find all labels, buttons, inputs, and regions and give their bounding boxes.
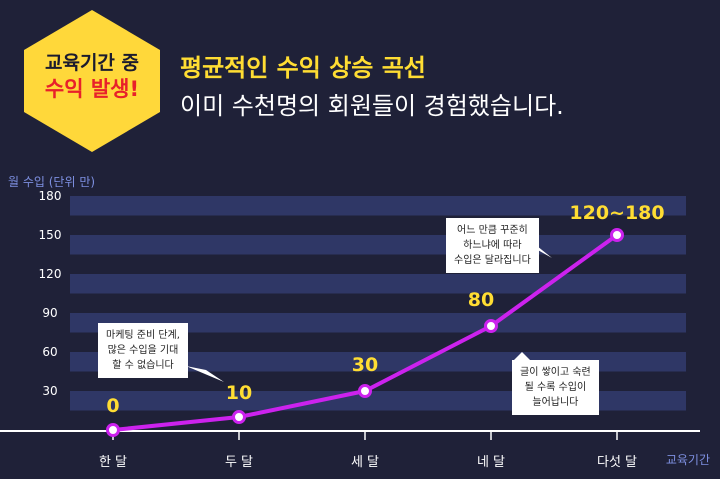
x-tick-label: 네 달 — [477, 455, 505, 470]
badge-line-1: 교육기간 중 — [44, 52, 139, 74]
data-label: 30 — [352, 354, 378, 376]
headline-subtitle: 이미 수천명의 회원들이 경험했습니다. — [180, 92, 564, 120]
callout-line: 마케팅 준비 단계, — [106, 330, 180, 341]
x-tick-label: 다섯 달 — [597, 455, 637, 470]
grid-band — [70, 313, 686, 333]
data-labels: 0 10 30 80 120~180 — [106, 202, 664, 417]
x-tick-label: 두 달 — [225, 455, 253, 470]
callout-line: 수입은 달라집니다 — [454, 255, 531, 266]
x-axis — [0, 430, 700, 440]
y-tick-label: 30 — [42, 384, 57, 398]
callout-growth: 글이 쌓이고 숙련 될 수록 수입이 늘어납니다 — [512, 360, 599, 415]
grid-band — [70, 196, 686, 216]
data-label: 80 — [468, 289, 494, 311]
callout-pointer-1 — [186, 366, 224, 382]
callout-line: 글이 쌓이고 숙련 — [520, 367, 591, 378]
data-label: 0 — [106, 395, 119, 417]
badge-line-2: 수익 발생! — [44, 77, 140, 101]
data-point — [232, 410, 246, 424]
badge: 교육기간 중 수익 발생! — [22, 50, 162, 102]
callout-line: 될 수록 수입이 — [524, 382, 587, 393]
data-point — [358, 384, 372, 398]
y-tick-label: 150 — [39, 228, 62, 242]
y-tick-labels: 30 60 90 120 150 180 — [39, 189, 62, 398]
data-point — [484, 319, 498, 333]
y-tick-label: 180 — [39, 189, 62, 203]
grid-band — [70, 274, 686, 294]
y-tick-label: 60 — [42, 345, 57, 359]
callout-line: 할 수 없습니다 — [112, 360, 174, 371]
y-axis-label: 월 수입 (단위 만) — [8, 175, 96, 189]
y-tick-label: 120 — [39, 267, 62, 281]
headline-title: 평균적인 수익 상승 곡선 — [180, 54, 426, 82]
x-tick-labels: 한 달 두 달 세 달 네 달 다섯 달 — [99, 455, 637, 470]
data-point — [610, 228, 624, 242]
data-point — [106, 423, 120, 437]
data-label: 10 — [226, 382, 252, 404]
x-axis-label: 교육기간 — [665, 453, 710, 467]
x-tick-label: 세 달 — [351, 455, 379, 470]
callout-prep-stage: 마케팅 준비 단계, 많은 수입을 기대 할 수 없습니다 — [98, 323, 188, 378]
data-label: 120~180 — [569, 202, 664, 224]
callout-line: 많은 수입을 기대 — [107, 345, 179, 356]
x-tick-label: 한 달 — [99, 455, 127, 470]
callout-consistency: 어느 만큼 꾸준히 하느냐에 따라 수입은 달라집니다 — [446, 218, 539, 273]
y-tick-label: 90 — [42, 306, 57, 320]
callout-line: 늘어납니다 — [532, 397, 579, 408]
badge-hexagon — [24, 10, 160, 152]
series-line-group — [106, 228, 624, 437]
callout-line: 어느 만큼 꾸준히 — [457, 225, 528, 236]
callout-line: 하느냐에 따라 — [463, 240, 522, 251]
